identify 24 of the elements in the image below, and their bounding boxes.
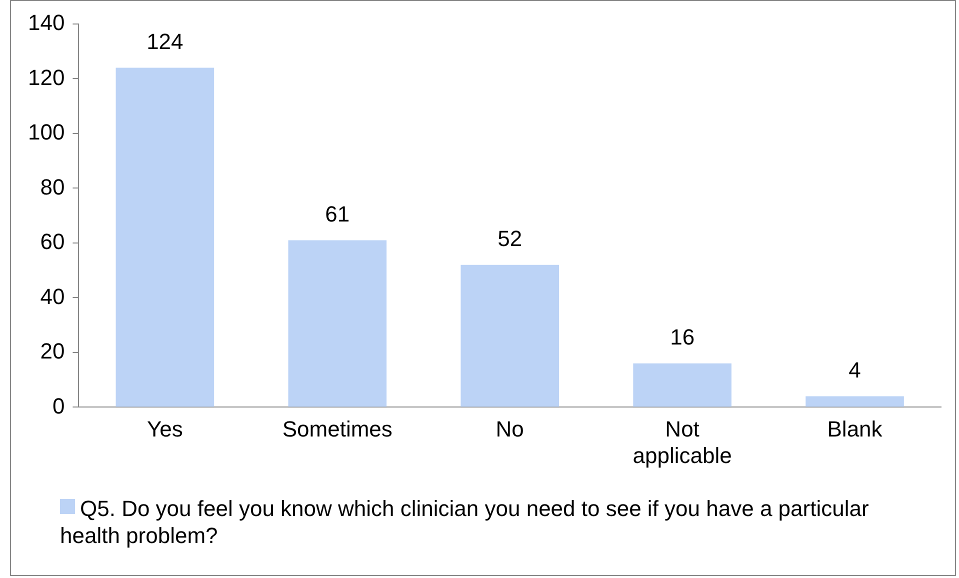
y-tick-label: 120 [28,64,65,90]
data-label: 61 [325,201,350,226]
x-tick-label: Not applicable [632,416,732,468]
y-tick-label: 20 [40,338,65,364]
y-tick-label: 60 [40,229,65,254]
y-tick-label: 100 [28,120,65,145]
legend-label: Q5. Do you feel you know which clinician you need to see if you have a particular health problem? [60,496,869,548]
bar [633,363,732,407]
bar [116,68,214,407]
y-tick-label: 0 [52,393,65,418]
x-tick-label: Sometimes [282,416,392,442]
data-label: 16 [670,324,695,350]
bar [806,396,904,407]
x-tick-label: No [496,416,524,442]
y-tick-label: 140 [28,10,65,36]
x-tick-label: Yes [146,416,183,442]
data-label: 124 [146,28,184,54]
bar [288,240,387,407]
data-label: 4 [848,357,861,382]
y-tick-label: 40 [40,284,65,309]
data-label: 52 [498,226,522,251]
bar [460,264,560,407]
y-tick-label: 80 [40,174,65,200]
x-tick-label: Blank [827,416,884,442]
